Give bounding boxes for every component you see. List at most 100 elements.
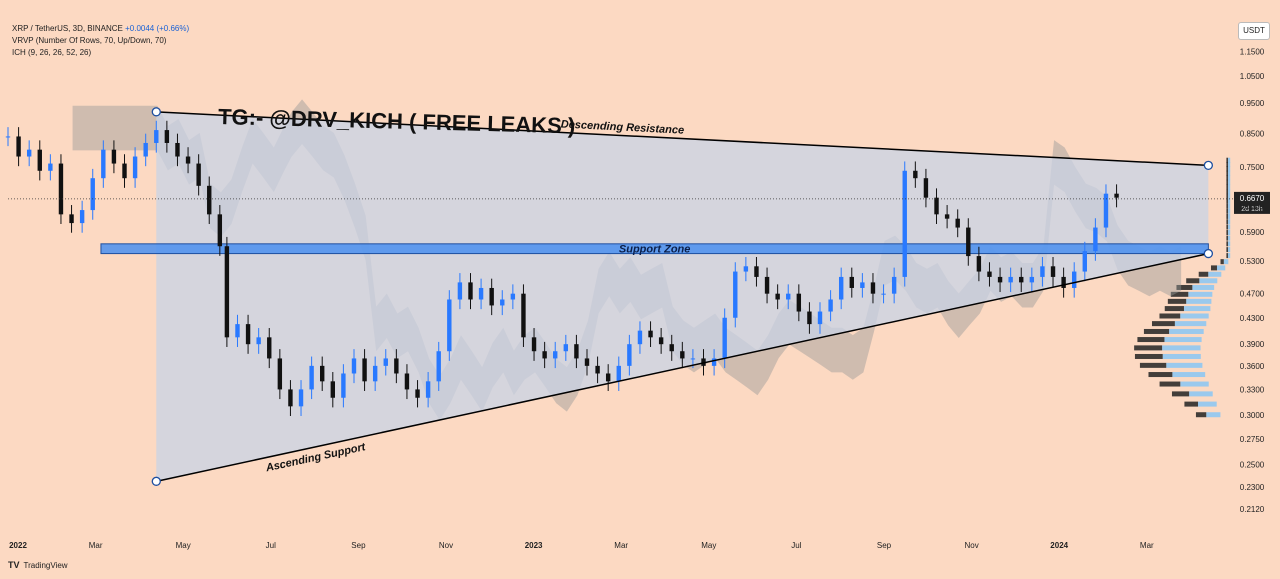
candle-body — [267, 337, 272, 359]
volume-profile-bar — [1198, 401, 1217, 407]
x-tick-label: Mar — [614, 541, 628, 550]
candle-body — [838, 276, 844, 300]
volume-profile-bar — [1171, 391, 1190, 397]
x-tick-label: Sep — [351, 541, 366, 550]
candle-body — [976, 256, 982, 272]
candle-body — [351, 358, 357, 374]
volume-profile-bar — [1216, 265, 1226, 271]
candle-body — [478, 287, 484, 300]
x-tick-label: 2023 — [525, 541, 543, 550]
volume-profile-bar — [1159, 381, 1181, 387]
candle-body — [828, 299, 833, 312]
volume-profile-bar — [1186, 278, 1200, 284]
candle-body — [79, 210, 85, 224]
price-change: +0.0044 (+0.66%) — [125, 24, 190, 33]
volume-profile-bar — [1148, 372, 1173, 378]
candle-body — [680, 351, 685, 359]
candle-body — [132, 156, 138, 179]
candle-body — [775, 293, 780, 300]
volume-profile-bar — [1226, 235, 1228, 241]
candle-body — [217, 214, 223, 247]
y-tick-label: 0.5900 — [1240, 228, 1265, 237]
volume-profile-bar — [1228, 235, 1231, 241]
support-end-handle — [1203, 248, 1214, 259]
y-tick-label: 0.8500 — [1240, 129, 1265, 138]
volume-profile-bar — [1228, 184, 1231, 190]
volume-profile-bar — [1228, 166, 1231, 172]
candle-body — [394, 358, 399, 374]
volume-profile-bar — [1228, 170, 1231, 176]
candle-body — [224, 246, 230, 338]
x-tick-label: Jul — [791, 541, 801, 550]
y-tick-label: 0.6500 — [1240, 202, 1265, 211]
volume-profile-bar — [1159, 313, 1181, 319]
indicator-ichimoku[interactable]: ICH (9, 26, 26, 52, 26) — [12, 48, 92, 57]
volume-profile-bar — [1143, 328, 1170, 334]
volume-profile-bar — [1189, 391, 1213, 397]
candle-body — [531, 337, 537, 352]
volume-profile-bar — [1176, 284, 1193, 290]
volume-profile-bar — [1226, 193, 1228, 199]
volume-profile-bar — [1228, 161, 1231, 167]
y-tick-label: 0.5300 — [1240, 257, 1265, 266]
y-tick-label: 0.9500 — [1240, 99, 1265, 108]
candle-body — [1050, 266, 1056, 277]
candle-body — [58, 163, 64, 215]
volume-profile-bar — [1226, 203, 1228, 209]
candle-body — [944, 214, 950, 219]
candle-body — [122, 163, 127, 179]
candle-body — [987, 271, 992, 277]
tradingview-brand[interactable]: TV TradingView — [8, 560, 68, 570]
volume-profile-bar — [1162, 345, 1201, 351]
volume-profile-bar — [1228, 198, 1231, 204]
x-tick-label: May — [176, 541, 191, 550]
volume-profile-bar — [1228, 193, 1231, 199]
x-tick-label: May — [701, 541, 716, 550]
currency-button[interactable]: USDT — [1238, 22, 1270, 40]
y-tick-label: 0.3900 — [1240, 340, 1265, 349]
candle-body — [309, 365, 314, 390]
candle-body — [786, 293, 791, 300]
candle-body — [69, 214, 74, 224]
volume-profile-bar — [1226, 230, 1228, 236]
last-price-value: 0.6670 — [1240, 194, 1265, 203]
candle-body — [860, 282, 865, 288]
candle-body — [934, 197, 939, 215]
volume-profile-bar — [1226, 224, 1228, 230]
candle-body — [711, 358, 717, 366]
volume-profile-bar — [1210, 265, 1217, 271]
volume-profile-bar — [1226, 198, 1228, 204]
volume-profile-bar — [1198, 271, 1209, 277]
volume-profile-bar — [1183, 306, 1211, 312]
candle-body — [111, 149, 117, 164]
candle-body — [881, 293, 886, 295]
volume-profile-bar — [1192, 284, 1215, 290]
y-tick-label: 0.2750 — [1240, 435, 1265, 444]
candle-body — [521, 293, 526, 338]
tradingview-logo-icon: TV — [8, 560, 20, 570]
volume-profile-bar — [1226, 161, 1228, 167]
candle-body — [143, 142, 148, 157]
volume-profile-bar — [1226, 189, 1228, 195]
y-tick-label: 1.1500 — [1240, 47, 1265, 56]
indicator-vrvp[interactable]: VRVP (Number Of Rows, 70, Up/Down, 70) — [12, 36, 167, 45]
candle-body — [584, 358, 590, 366]
candle-body — [468, 282, 473, 300]
candle-body — [37, 149, 42, 171]
candle-body — [245, 324, 251, 345]
candle-body — [1061, 276, 1066, 288]
candle-body — [404, 373, 410, 390]
candle-body — [764, 276, 770, 294]
candle-body — [553, 351, 558, 359]
volume-profile-bar — [1226, 184, 1228, 190]
volume-profile-bar — [1226, 175, 1228, 181]
candle-body — [362, 358, 367, 382]
candle-body — [320, 365, 325, 382]
volume-profile-bar — [1172, 372, 1206, 378]
candle-body — [1040, 266, 1045, 277]
candle-body — [913, 170, 918, 179]
support-zone-label: Support Zone — [619, 244, 691, 256]
volume-profile-bar — [1206, 412, 1221, 418]
volume-profile-bar — [1228, 189, 1231, 195]
